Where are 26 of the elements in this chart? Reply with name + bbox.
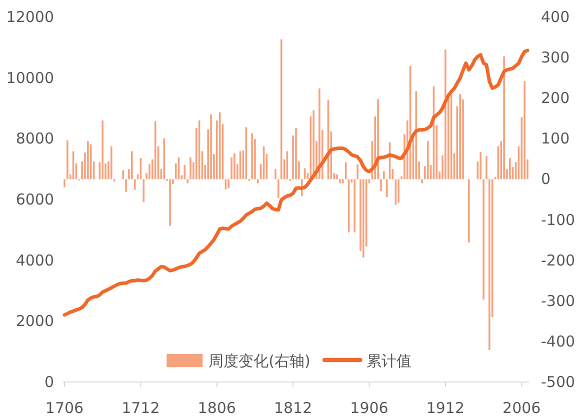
xtick: 1912	[426, 399, 465, 417]
y2tick: 0	[541, 170, 551, 188]
ytick: 0	[44, 373, 54, 391]
ytick: 12000	[6, 8, 54, 26]
xtick: 2006	[502, 399, 541, 417]
legend-label: 累计值	[366, 352, 412, 370]
y2tick: 100	[541, 130, 570, 148]
xtick: 1812	[274, 399, 312, 417]
legend-label: 周度变化(右轴)	[208, 352, 310, 370]
y2tick: -100	[541, 210, 576, 229]
xtick: 1706	[45, 399, 84, 417]
y2tick: -400	[541, 332, 576, 350]
xtick: 1906	[350, 399, 388, 417]
ytick: 10000	[6, 68, 54, 87]
ytick: 8000	[16, 130, 54, 148]
y2tick: -500	[541, 373, 576, 391]
ytick: 6000	[16, 190, 54, 208]
xtick: 1712	[122, 399, 160, 417]
ytick: 2000	[16, 312, 54, 330]
y2tick: 400	[541, 8, 570, 26]
y2tick: 200	[541, 89, 570, 108]
y2tick: -200	[541, 251, 576, 270]
y2tick: 300	[541, 48, 570, 67]
ytick: 4000	[16, 251, 54, 270]
xtick: 1806	[198, 399, 236, 417]
y2tick: -300	[541, 292, 576, 310]
